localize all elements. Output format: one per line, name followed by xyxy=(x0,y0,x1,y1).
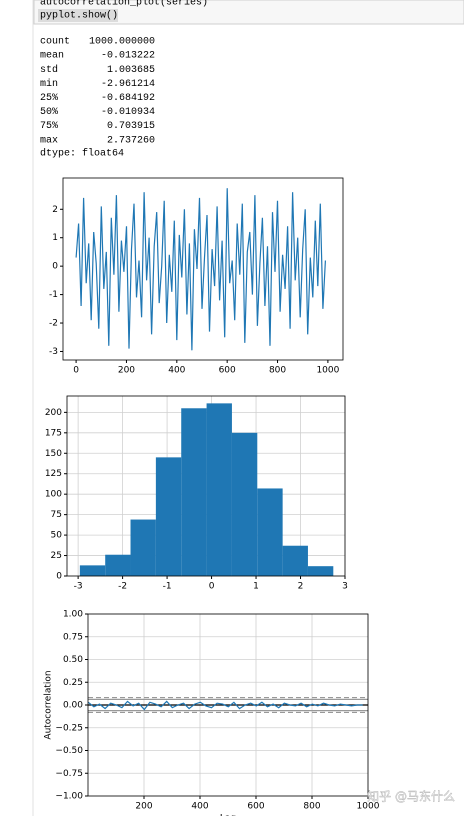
y-tick-label: 50 xyxy=(51,531,63,541)
x-tick-label: 600 xyxy=(219,366,236,376)
stat-name: 50% xyxy=(40,107,58,118)
x-tick-label: 600 xyxy=(247,802,264,812)
stat-name: count xyxy=(40,37,70,48)
y-tick-label: -2 xyxy=(49,319,58,329)
x-tick-label: 400 xyxy=(168,366,185,376)
code-line: pyplot.show() xyxy=(40,10,118,22)
stat-name: 75% xyxy=(40,121,58,132)
y-tick-label: 25 xyxy=(51,551,62,561)
x-tick-label: 1 xyxy=(253,582,259,592)
stat-name: max xyxy=(40,135,58,146)
bar xyxy=(130,519,156,576)
stat-value: -0.010934 xyxy=(101,107,155,118)
bar xyxy=(79,565,106,576)
dtype: dtype: float64 xyxy=(40,148,124,160)
bar xyxy=(282,545,308,576)
y-tick-label: 0.75 xyxy=(63,632,83,642)
y-tick-label: 0.00 xyxy=(63,701,83,711)
stat-value: 1000.000000 xyxy=(89,37,155,48)
x-tick-label: 2 xyxy=(298,582,304,592)
bar xyxy=(155,457,182,576)
x-tick-label: -3 xyxy=(74,582,83,592)
x-tick-label: 1000 xyxy=(357,802,380,812)
bar xyxy=(105,554,131,576)
y-tick-label: 1 xyxy=(52,233,58,243)
x-tick-label: 400 xyxy=(191,802,208,812)
stat-value: 2.737260 xyxy=(107,135,155,146)
y-tick-label: −0.25 xyxy=(55,723,83,733)
x-tick-label: 0 xyxy=(209,582,215,592)
y-axis-label: Autocorrelation xyxy=(44,670,54,739)
y-tick-label: 100 xyxy=(45,490,62,500)
stat-value: 0.703915 xyxy=(107,121,155,132)
x-tick-label: 1000 xyxy=(316,366,339,376)
x-tick-label: 200 xyxy=(118,366,135,376)
stat-name: 25% xyxy=(40,93,58,104)
y-tick-label: 75 xyxy=(51,510,62,520)
y-tick-label: 1.00 xyxy=(63,610,83,620)
bar xyxy=(231,432,258,576)
y-tick-label: 175 xyxy=(45,428,62,438)
y-tick-label: 0 xyxy=(52,262,58,272)
y-tick-label: 0.50 xyxy=(63,655,83,665)
stat-value: -2.961214 xyxy=(101,79,155,90)
y-tick-label: -1 xyxy=(49,290,58,300)
y-tick-label: 150 xyxy=(45,449,62,459)
y-tick-label: −0.50 xyxy=(55,746,83,756)
x-tick-label: 800 xyxy=(269,366,286,376)
y-tick-label: -3 xyxy=(49,347,58,357)
x-tick-label: 0 xyxy=(73,366,79,376)
cursor-highlight xyxy=(38,9,118,22)
stat-name: min xyxy=(40,78,58,90)
stat-name: std xyxy=(40,64,58,76)
series-line xyxy=(75,188,326,351)
x-tick-label: -2 xyxy=(118,582,127,592)
axes-frame xyxy=(66,395,346,577)
x-tick-label: 3 xyxy=(342,582,348,592)
y-tick-label: 0 xyxy=(56,572,62,582)
code-line: autocorrelation_plot(series) xyxy=(40,0,208,9)
y-tick-label: 2 xyxy=(52,205,58,215)
series-line xyxy=(87,700,363,711)
x-tick-label: -1 xyxy=(163,582,172,592)
bar xyxy=(257,488,283,576)
y-tick-label: −1.00 xyxy=(55,792,83,802)
y-tick-label: −0.75 xyxy=(55,769,83,779)
x-tick-label: 800 xyxy=(303,802,320,812)
bar xyxy=(307,566,334,576)
axes-frame xyxy=(62,177,344,361)
y-tick-label: 200 xyxy=(45,408,62,418)
x-tick-label: 200 xyxy=(135,802,152,812)
stat-value: -0.684192 xyxy=(101,93,155,104)
watermark: 知乎 @马东什么 xyxy=(367,790,455,804)
y-tick-label: 125 xyxy=(45,469,62,479)
bar xyxy=(181,408,207,576)
bar xyxy=(206,403,232,576)
stat-value: -0.013222 xyxy=(101,51,155,62)
axes-frame xyxy=(87,613,369,797)
stat-name: mean xyxy=(40,51,64,62)
y-tick-label: 0.25 xyxy=(63,678,83,688)
stat-value: 1.003685 xyxy=(107,65,155,76)
